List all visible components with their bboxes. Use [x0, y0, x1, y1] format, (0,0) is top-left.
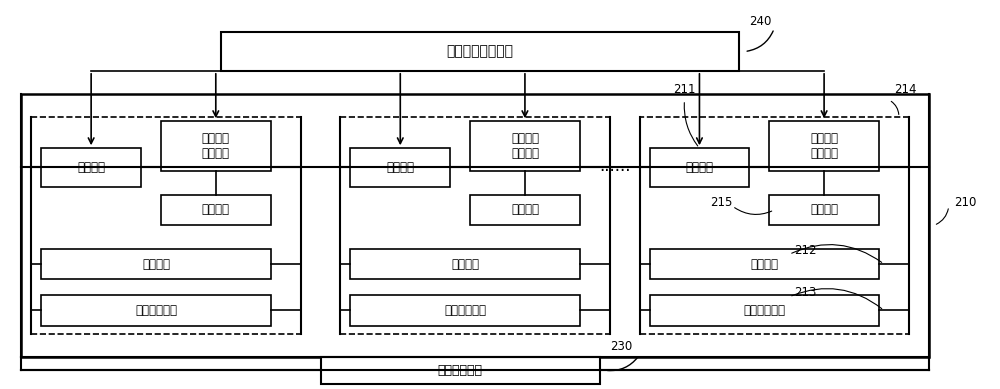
- Text: 机械开关: 机械开关: [77, 161, 105, 174]
- FancyBboxPatch shape: [41, 249, 271, 279]
- FancyBboxPatch shape: [320, 357, 600, 384]
- Text: ......: ......: [599, 156, 630, 175]
- FancyBboxPatch shape: [769, 121, 879, 171]
- FancyBboxPatch shape: [470, 121, 580, 171]
- FancyBboxPatch shape: [350, 295, 580, 326]
- Text: 240: 240: [749, 16, 772, 28]
- Text: 230: 230: [610, 340, 632, 353]
- Text: 均压模块: 均压模块: [750, 258, 778, 270]
- Text: 电容缓冲单元: 电容缓冲单元: [438, 364, 483, 377]
- Text: 电力电子
开关模块: 电力电子 开关模块: [202, 132, 230, 160]
- Text: 212: 212: [794, 244, 817, 257]
- FancyBboxPatch shape: [470, 194, 580, 225]
- Text: 吸能限压模块: 吸能限压模块: [743, 304, 785, 317]
- Text: 210: 210: [954, 196, 976, 209]
- Text: 电力电子
开关模块: 电力电子 开关模块: [810, 132, 838, 160]
- FancyBboxPatch shape: [650, 295, 879, 326]
- Text: 215: 215: [710, 196, 732, 209]
- FancyBboxPatch shape: [350, 249, 580, 279]
- FancyBboxPatch shape: [41, 295, 271, 326]
- FancyBboxPatch shape: [41, 148, 141, 187]
- Text: 限压模块: 限压模块: [511, 203, 539, 216]
- FancyBboxPatch shape: [650, 148, 749, 187]
- Text: 电力电子
开关模块: 电力电子 开关模块: [511, 132, 539, 160]
- FancyBboxPatch shape: [769, 194, 879, 225]
- Text: 吸能限压模块: 吸能限压模块: [135, 304, 177, 317]
- Text: 限压模块: 限压模块: [810, 203, 838, 216]
- FancyBboxPatch shape: [650, 249, 879, 279]
- Text: 限压模块: 限压模块: [202, 203, 230, 216]
- Text: 吸能限压模块: 吸能限压模块: [444, 304, 486, 317]
- Text: 213: 213: [794, 286, 817, 300]
- Text: 机械开关供能单元: 机械开关供能单元: [447, 45, 514, 59]
- Text: 211: 211: [673, 83, 696, 96]
- FancyBboxPatch shape: [221, 32, 739, 71]
- Text: 均压模块: 均压模块: [142, 258, 170, 270]
- Text: 均压模块: 均压模块: [451, 258, 479, 270]
- Text: 214: 214: [894, 83, 916, 96]
- Text: 机械开关: 机械开关: [386, 161, 414, 174]
- FancyBboxPatch shape: [161, 194, 271, 225]
- FancyBboxPatch shape: [350, 148, 450, 187]
- FancyBboxPatch shape: [161, 121, 271, 171]
- Text: 机械开关: 机械开关: [685, 161, 713, 174]
